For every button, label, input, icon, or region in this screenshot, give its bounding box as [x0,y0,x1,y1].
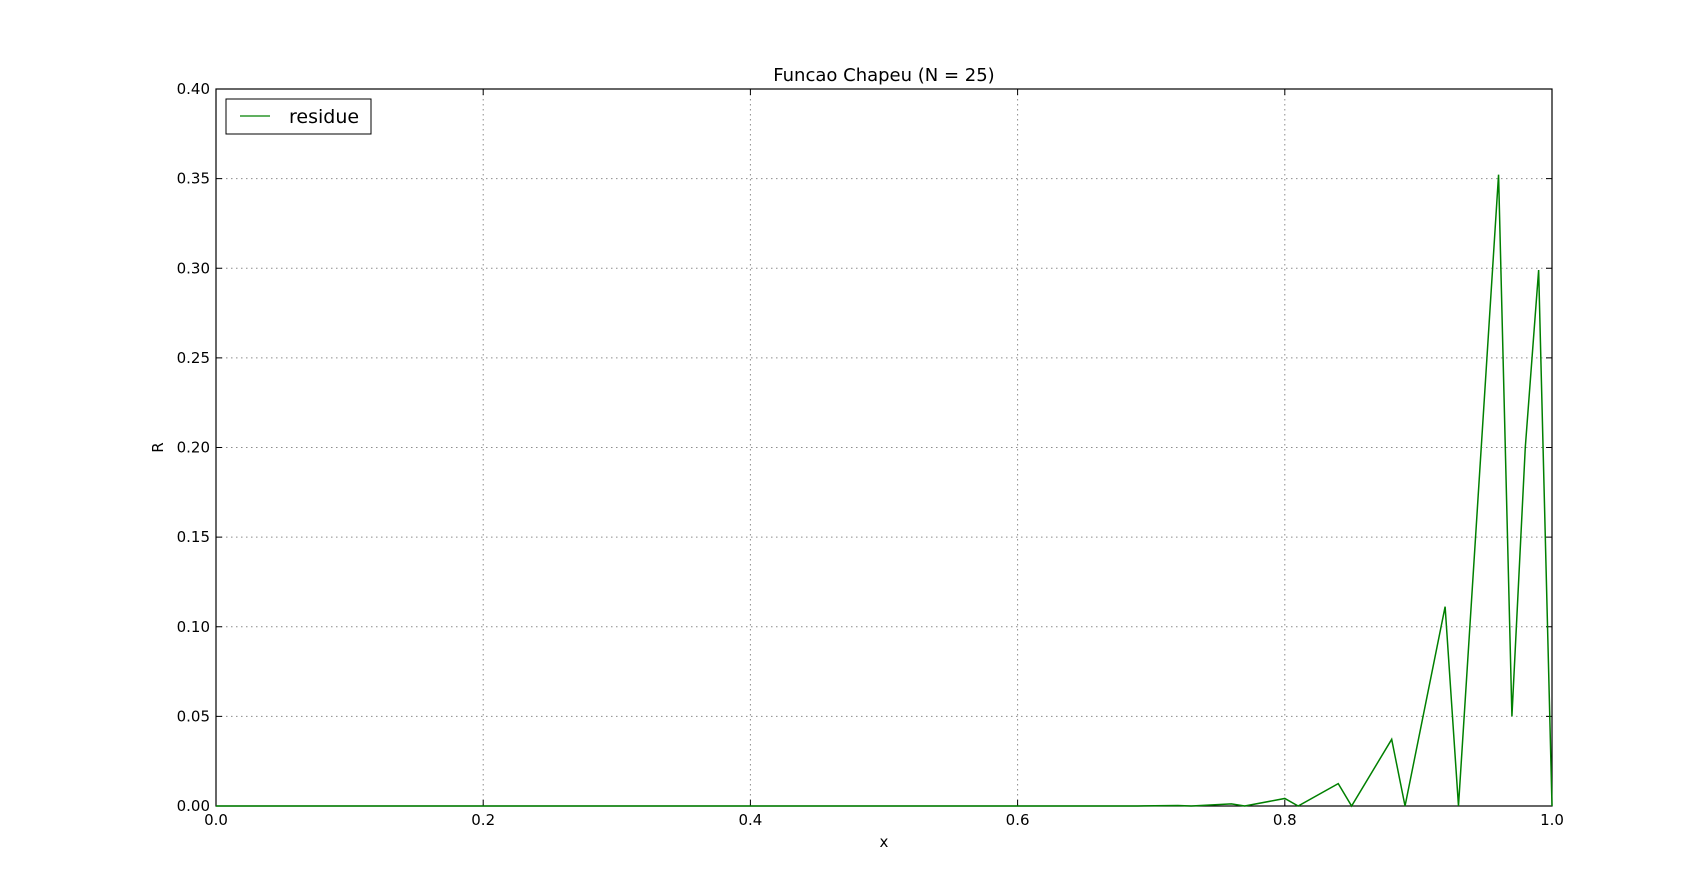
y-axis-label: R [149,442,167,452]
y-tick-label: 0.20 [177,439,210,457]
legend: residue [225,98,372,135]
axis-ticks: 0.0 0.2 0.4 0.6 0.8 1.0 0.00 0.05 0.10 0.15 0.20 0.… [177,80,1564,829]
y-tick-label: 0.30 [177,259,210,277]
y-tick-label: 0.25 [177,349,210,367]
series-layer [216,174,1553,808]
x-tick-label: 0.2 [471,811,495,829]
chart-title: Funcao Chapeu (N = 25) [773,65,994,86]
x-axis-label: x [880,833,889,851]
x-tick-label: 1.0 [1540,811,1564,829]
y-tick-label: 0.05 [177,707,210,725]
grid-lines [216,89,1552,806]
legend-entry-residue: residue [289,106,359,128]
y-tick-label: 0.35 [177,170,210,188]
y-tick-label: 0.15 [177,528,210,546]
x-tick-label: 0.8 [1273,811,1297,829]
y-tick-label: 0.00 [177,797,210,815]
x-tick-label: 0.4 [738,811,762,829]
y-tick-label: 0.10 [177,618,210,636]
y-tick-label: 0.40 [177,80,210,98]
x-tick-label: 0.6 [1006,811,1030,829]
series-line-residue [216,174,1553,808]
x-tick-label: 0.0 [204,811,228,829]
